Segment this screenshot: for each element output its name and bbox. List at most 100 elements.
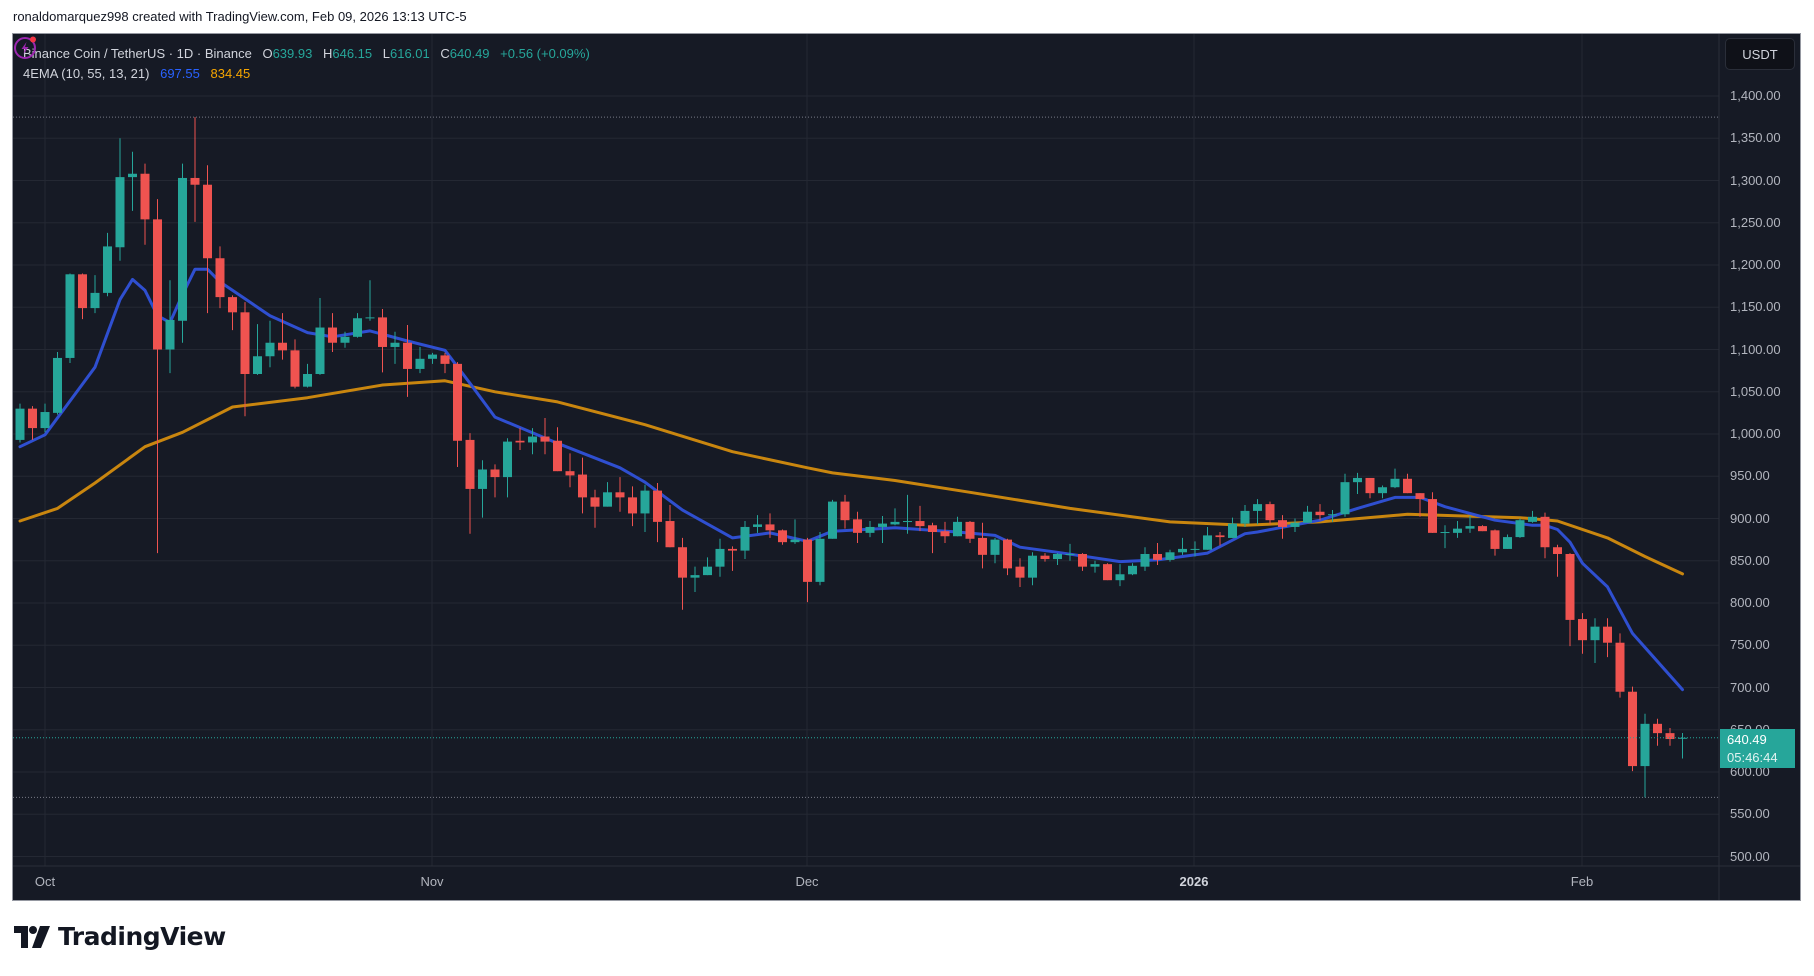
candle[interactable] <box>853 519 862 533</box>
candle[interactable] <box>390 342 400 347</box>
candle[interactable] <box>290 350 300 387</box>
candle[interactable] <box>628 497 637 514</box>
candle[interactable] <box>1190 548 1200 550</box>
candle[interactable] <box>90 292 100 309</box>
ema-fast-line[interactable] <box>18 267 1684 692</box>
candle[interactable] <box>153 219 162 350</box>
candle[interactable] <box>40 412 50 429</box>
candle[interactable] <box>1603 626 1612 643</box>
candle[interactable] <box>428 354 437 359</box>
candle[interactable] <box>503 441 512 478</box>
candle[interactable] <box>465 439 475 489</box>
candle[interactable] <box>1378 487 1387 494</box>
candle[interactable] <box>1478 526 1487 532</box>
candle[interactable] <box>690 575 700 578</box>
candle[interactable] <box>28 408 37 429</box>
lightning-alert-icon[interactable] <box>13 34 39 60</box>
candle[interactable] <box>1215 535 1225 538</box>
ema-slow-line[interactable] <box>18 379 1684 576</box>
candle[interactable] <box>890 521 900 525</box>
candle[interactable] <box>1578 619 1587 641</box>
candle[interactable] <box>665 521 675 548</box>
symbol-title[interactable]: Binance Coin / TetherUS · 1D · Binance <box>23 46 252 61</box>
candle[interactable] <box>415 358 425 369</box>
candle[interactable] <box>1653 723 1662 734</box>
candle[interactable] <box>1340 482 1350 515</box>
candle[interactable] <box>965 521 975 539</box>
candle[interactable] <box>653 490 662 522</box>
candle[interactable] <box>1015 566 1025 578</box>
candle[interactable] <box>365 317 375 319</box>
candle[interactable] <box>328 327 337 343</box>
candle[interactable] <box>1365 477 1375 494</box>
candle[interactable] <box>878 523 887 527</box>
candle[interactable] <box>1128 565 1137 575</box>
candle[interactable] <box>1140 553 1150 567</box>
candle[interactable] <box>978 537 987 555</box>
candle[interactable] <box>1328 514 1337 516</box>
candle[interactable] <box>928 525 937 533</box>
candle[interactable] <box>1640 723 1650 767</box>
candle[interactable] <box>1490 530 1500 549</box>
candle[interactable] <box>1415 493 1425 500</box>
candle[interactable] <box>15 408 25 440</box>
candle[interactable] <box>453 363 462 441</box>
candle[interactable] <box>728 548 737 551</box>
candle[interactable] <box>65 274 75 358</box>
candle[interactable] <box>640 490 650 514</box>
candle[interactable] <box>565 471 575 476</box>
candle[interactable] <box>903 521 912 523</box>
candle[interactable] <box>1040 555 1050 560</box>
candle[interactable] <box>553 440 562 472</box>
candle[interactable] <box>540 436 550 442</box>
candle[interactable] <box>1053 553 1062 560</box>
candle[interactable] <box>1165 552 1175 560</box>
legend-indicator-row[interactable]: 4EMA (10, 55, 13, 21) 697.55 834.45 <box>23 64 590 84</box>
candle[interactable] <box>1678 737 1687 739</box>
candle[interactable] <box>753 524 762 527</box>
candle[interactable] <box>528 436 537 443</box>
candle[interactable] <box>440 355 450 364</box>
candle[interactable] <box>1003 539 1012 569</box>
candle[interactable] <box>1553 547 1562 554</box>
candle[interactable] <box>1565 553 1575 620</box>
currency-button[interactable]: USDT <box>1725 38 1795 70</box>
candle[interactable] <box>1615 642 1625 692</box>
candle[interactable] <box>1440 532 1450 534</box>
candle[interactable] <box>315 327 325 375</box>
candle[interactable] <box>1115 574 1125 581</box>
candle[interactable] <box>1628 691 1637 767</box>
candle[interactable] <box>1240 510 1250 524</box>
candle[interactable] <box>128 173 137 178</box>
candle[interactable] <box>915 521 925 527</box>
candle[interactable] <box>1465 526 1475 529</box>
candle[interactable] <box>303 374 312 387</box>
candle[interactable] <box>253 356 262 375</box>
candle[interactable] <box>1403 478 1412 494</box>
candle[interactable] <box>215 258 225 298</box>
candle[interactable] <box>765 524 775 531</box>
candle[interactable] <box>1315 511 1325 516</box>
candle[interactable] <box>1090 564 1100 567</box>
candle[interactable] <box>178 177 187 321</box>
legend-symbol-row[interactable]: Binance Coin / TetherUS · 1D · Binance O… <box>23 44 590 64</box>
candle[interactable] <box>1453 528 1462 533</box>
candle[interactable] <box>478 469 487 489</box>
candlestick-chart[interactable] <box>13 34 1800 900</box>
candle[interactable] <box>203 184 212 259</box>
chart-panel[interactable]: Binance Coin / TetherUS · 1D · Binance O… <box>13 34 1800 900</box>
candle[interactable] <box>590 497 600 507</box>
candle[interactable] <box>278 342 287 351</box>
candle[interactable] <box>1253 504 1262 511</box>
candle[interactable] <box>615 492 625 498</box>
candle[interactable] <box>78 274 87 309</box>
candle[interactable] <box>940 531 950 537</box>
candle[interactable] <box>515 440 525 443</box>
candle[interactable] <box>1290 522 1300 527</box>
candle[interactable] <box>1078 553 1087 567</box>
candle[interactable] <box>1153 553 1162 560</box>
candle[interactable] <box>1303 511 1312 523</box>
candle[interactable] <box>1590 626 1600 641</box>
candle[interactable] <box>490 469 500 478</box>
candle[interactable] <box>778 530 787 543</box>
